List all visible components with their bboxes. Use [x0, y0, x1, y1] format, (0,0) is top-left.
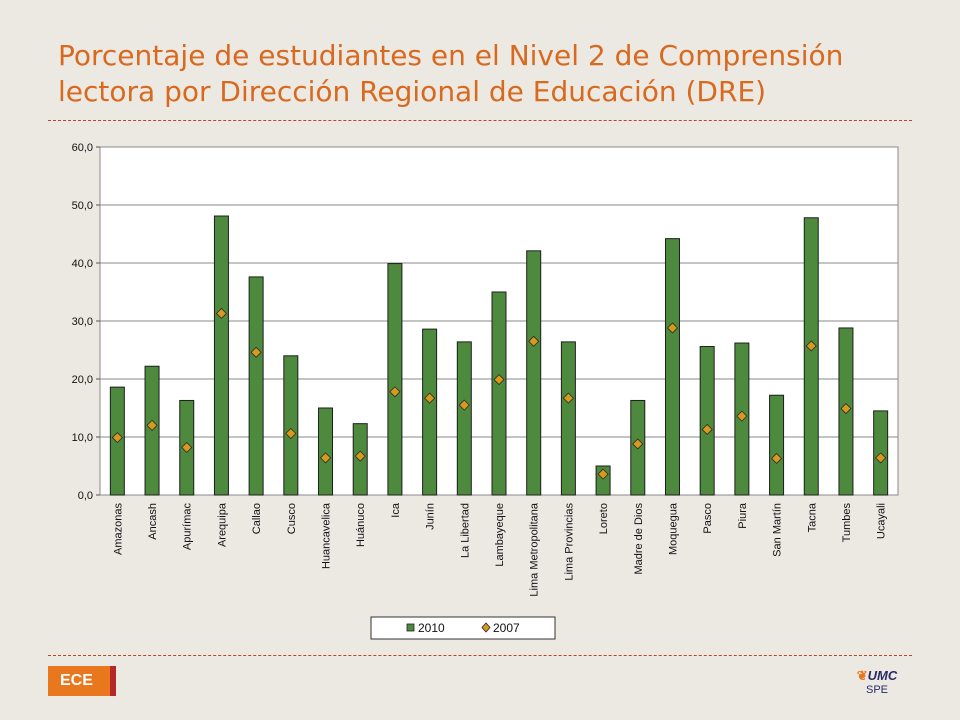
marker-ica [389, 386, 401, 398]
y-tick-label: 0,0 [78, 490, 93, 502]
x-tick-label: Huánuco [355, 503, 367, 547]
ece-badge: ECE [48, 666, 116, 696]
marker-ucayali [875, 452, 887, 464]
marker-huánuco [354, 450, 366, 462]
y-tick-label: 60,0 [72, 142, 93, 154]
marker-moquegua [666, 322, 679, 334]
bar-lambayeque [491, 291, 507, 496]
legend-swatch-2010 [406, 623, 415, 632]
marker-ancash [146, 419, 158, 431]
x-tick-label: Apurímac [182, 503, 194, 551]
bar-lima-provincias [560, 341, 576, 496]
marker-cusco [285, 427, 297, 440]
legend-label-2007: 2007 [493, 621, 520, 635]
marker-junín [424, 392, 436, 404]
bar-cusco [283, 355, 299, 496]
umc-logo-icon: ❦ [856, 668, 868, 683]
chart: 0,0 10,0 20,0 30,0 40,0 50,0 60,0 Amazonas Anca… [72, 142, 899, 640]
legend-swatch-2007 [481, 622, 491, 633]
marker-la-libertad [458, 399, 470, 411]
x-tick-label: Lima Provincias [563, 503, 575, 581]
marker-pasco [701, 423, 713, 436]
x-tick-label: Lambayeque [494, 503, 506, 567]
bar-pasco [699, 346, 715, 496]
marker-tumbes [840, 403, 852, 415]
x-tick-label: Tumbes [841, 503, 853, 543]
bar-moquegua [664, 238, 680, 496]
x-tick-label: Tacna [806, 502, 818, 532]
bar-lima-metropolitana [526, 250, 542, 496]
bar-huancavelica [318, 407, 334, 496]
bar-tacna [803, 217, 819, 496]
marker-piura [736, 410, 748, 422]
x-tick-label: San Martín [772, 503, 784, 557]
marker-apurímac [181, 441, 193, 454]
marker-lima-metropolitana [528, 335, 540, 347]
umc-logo: ❦UMC SPE [852, 668, 902, 702]
bar-arequipa [213, 215, 229, 496]
y-tick-label: 40,0 [72, 258, 93, 270]
x-tick-label: Callao [251, 503, 263, 534]
marker-huancavelica [319, 452, 332, 464]
marker-callao [250, 346, 262, 358]
y-tick-label: 10,0 [72, 432, 93, 444]
y-axis: 0,0 10,0 20,0 30,0 40,0 50,0 60,0 [72, 142, 100, 502]
marker-lambayeque [493, 374, 505, 386]
bar-ica [387, 263, 403, 496]
bar-san-martín [769, 394, 785, 496]
marker-arequipa [215, 307, 228, 320]
x-tick-label: Huancavelica [321, 502, 333, 569]
y-tick-label: 50,0 [72, 200, 93, 212]
legend: 2010 2007 [370, 616, 556, 640]
x-tick-label: La Libertad [459, 503, 471, 558]
marker-amazonas [111, 432, 123, 444]
marker-tacna [805, 340, 817, 352]
x-tick-label: Amazonas [112, 503, 124, 555]
x-tick-label: Piura [737, 502, 749, 529]
y-tick-label: 20,0 [72, 374, 93, 386]
y-tick-label: 30,0 [72, 316, 93, 328]
marker-madre-de-dios [632, 438, 644, 450]
x-tick-label: Ucayali [876, 503, 888, 539]
bar-junín [422, 328, 438, 496]
marker-series [111, 307, 887, 480]
bar-callao [248, 276, 264, 496]
x-tick-label: Loreto [598, 503, 610, 534]
bottom-divider [48, 655, 912, 656]
x-axis: Amazonas Ancash Apurímac Arequipa Callao Cusc… [112, 502, 887, 596]
legend-box [370, 616, 556, 640]
x-tick-label: Cusco [286, 503, 298, 534]
marker-san-martín [770, 452, 783, 465]
legend-label-2010: 2010 [418, 621, 445, 635]
page-title: Porcentaje de estudiantes en el Nivel 2 … [58, 39, 844, 108]
x-tick-label: Junín [425, 503, 437, 530]
x-tick-label: Ancash [147, 503, 159, 540]
x-tick-label: Ica [390, 502, 402, 518]
x-tick-label: Moquegua [667, 502, 679, 555]
top-divider [48, 120, 912, 121]
bar-la-libertad [456, 341, 472, 496]
x-tick-label: Arequipa [216, 502, 228, 547]
x-tick-label: Lima Metropolitana [529, 502, 541, 596]
marker-loreto [597, 468, 609, 480]
marker-lima-provincias [562, 392, 574, 404]
spe-label: SPE [865, 684, 888, 696]
x-tick-label: Madre de Dios [633, 503, 645, 575]
x-tick-label: Pasco [702, 503, 714, 534]
